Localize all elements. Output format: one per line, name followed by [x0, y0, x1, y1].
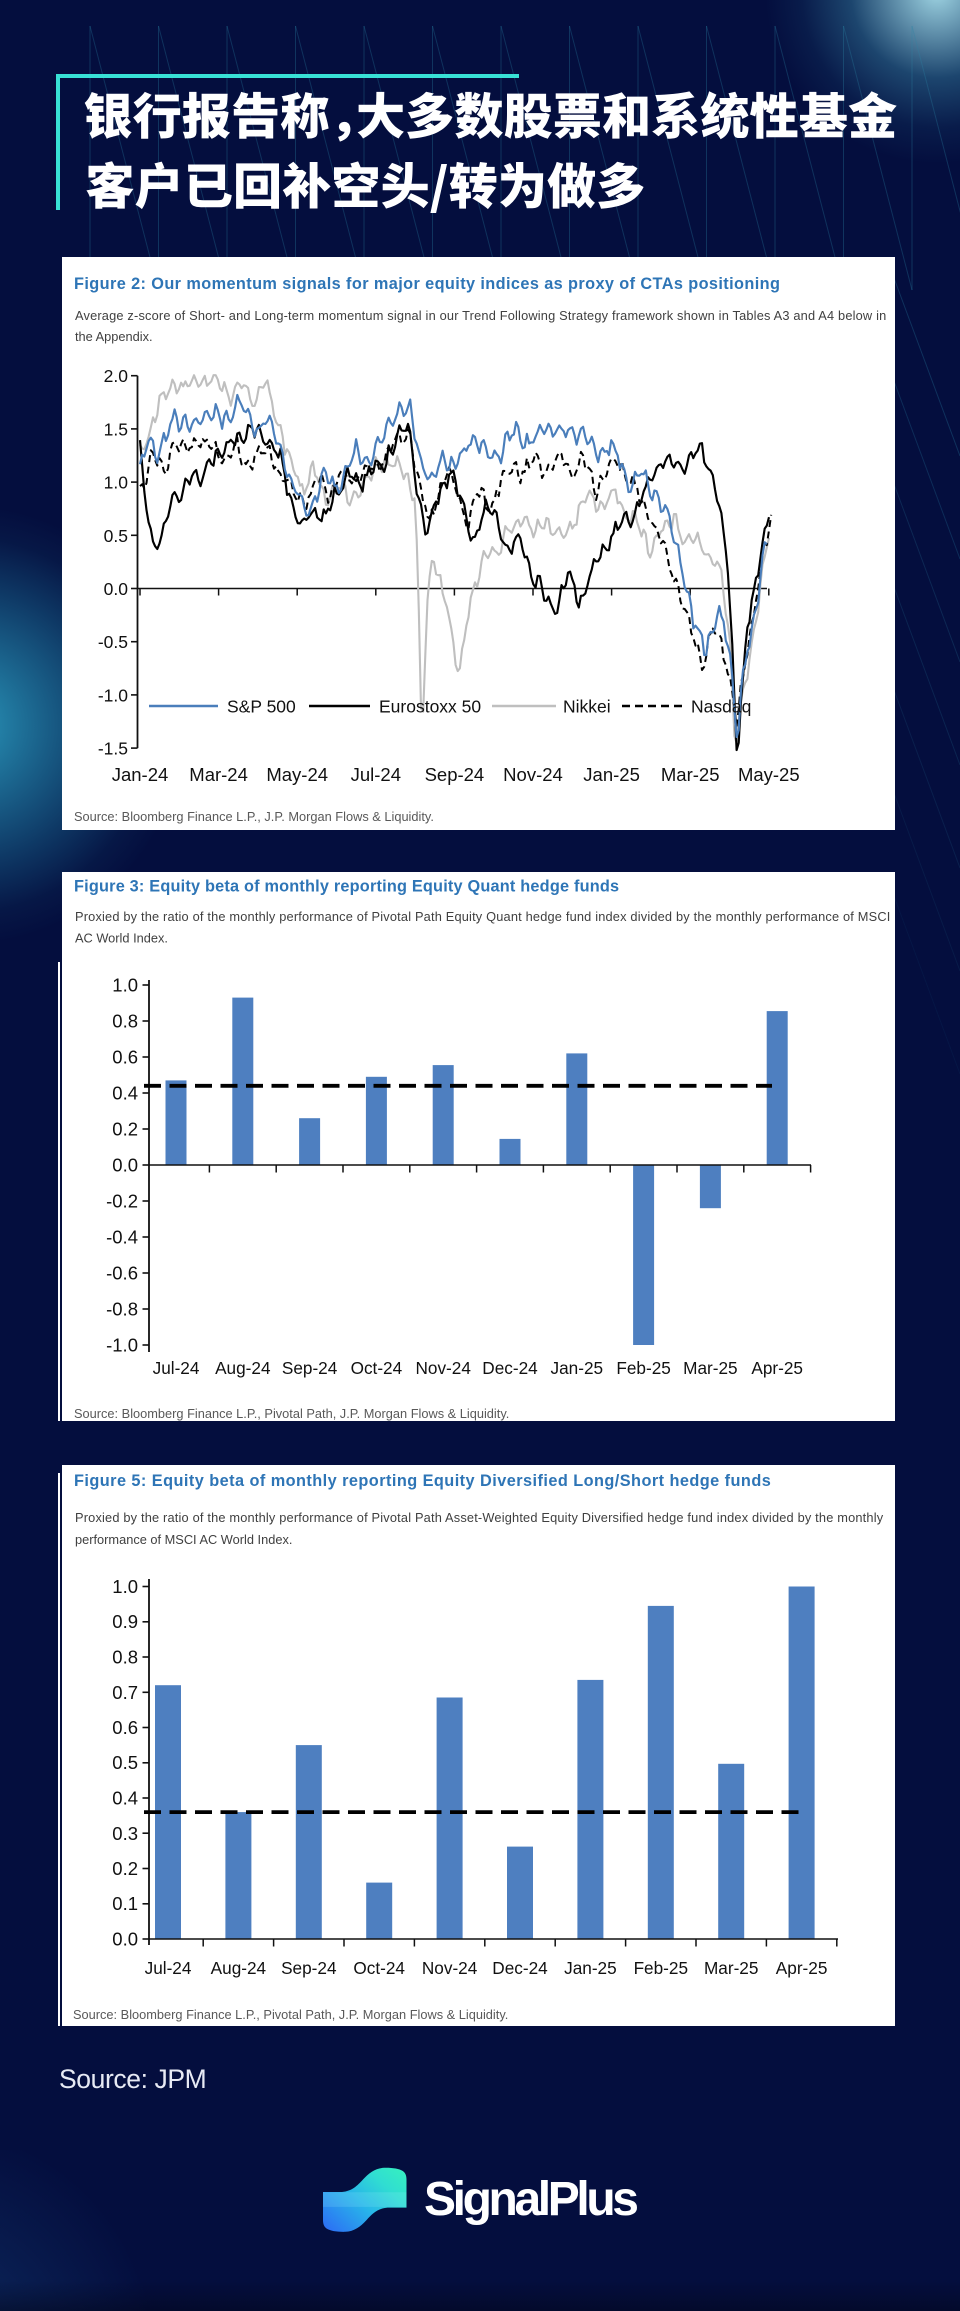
svg-text:0.8: 0.8 — [112, 1011, 138, 1032]
svg-text:Oct-24: Oct-24 — [353, 1958, 405, 1978]
svg-text:-1.0: -1.0 — [106, 1335, 138, 1356]
svg-text:2.0: 2.0 — [104, 366, 129, 386]
svg-text:1.0: 1.0 — [112, 1576, 138, 1597]
svg-text:Proxied by the ratio of the mo: Proxied by the ratio of the monthly perf… — [75, 909, 890, 924]
svg-text:Average z-score of Short- and: Average z-score of Short- and Long-term … — [75, 308, 886, 323]
svg-text:May-25: May-25 — [738, 764, 800, 785]
svg-text:0.0: 0.0 — [112, 1155, 138, 1176]
svg-text:Mar-25: Mar-25 — [683, 1358, 737, 1378]
svg-text:Sep-24: Sep-24 — [425, 764, 485, 785]
svg-text:Jan-24: Jan-24 — [112, 764, 169, 785]
svg-text:0.1: 0.1 — [112, 1893, 138, 1914]
svg-text:-0.8: -0.8 — [106, 1299, 138, 1320]
svg-text:0.2: 0.2 — [112, 1858, 138, 1879]
svg-text:1.0: 1.0 — [104, 473, 129, 493]
svg-text:Proxied by the ratio of the mo: Proxied by the ratio of the monthly perf… — [75, 1510, 884, 1525]
svg-text:Apr-25: Apr-25 — [751, 1358, 803, 1378]
svg-text:0.4: 0.4 — [112, 1788, 138, 1809]
svg-text:AC World Index.: AC World Index. — [75, 931, 168, 946]
svg-text:0.2: 0.2 — [112, 1119, 138, 1140]
svg-text:Oct-24: Oct-24 — [351, 1358, 403, 1378]
svg-text:0.8: 0.8 — [112, 1647, 138, 1668]
svg-text:Nov-24: Nov-24 — [503, 764, 563, 785]
svg-text:SignalPlus: SignalPlus — [424, 2173, 639, 2226]
svg-text:0.3: 0.3 — [112, 1823, 138, 1844]
svg-text:Source: Bloomberg Finance L.P.: Source: Bloomberg Finance L.P., Pivotal … — [73, 2007, 508, 2022]
svg-text:0.7: 0.7 — [112, 1682, 138, 1703]
svg-text:-0.4: -0.4 — [106, 1227, 138, 1248]
svg-text:Feb-25: Feb-25 — [634, 1958, 688, 1978]
svg-text:1.0: 1.0 — [112, 975, 138, 996]
svg-text:0.9: 0.9 — [112, 1611, 138, 1632]
svg-text:Source: Bloomberg Finance L.P.: Source: Bloomberg Finance L.P., J.P. Mor… — [74, 809, 434, 824]
svg-text:-0.6: -0.6 — [106, 1263, 138, 1284]
svg-text:0.6: 0.6 — [112, 1717, 138, 1738]
svg-text:Mar-25: Mar-25 — [661, 764, 720, 785]
svg-text:Jan-25: Jan-25 — [551, 1358, 604, 1378]
svg-text:0.5: 0.5 — [104, 526, 128, 546]
svg-text:Nov-24: Nov-24 — [422, 1958, 478, 1978]
svg-text:0.4: 0.4 — [112, 1083, 138, 1104]
svg-text:-1.0: -1.0 — [98, 685, 128, 705]
svg-text:May-24: May-24 — [266, 764, 328, 785]
svg-text:Jul-24: Jul-24 — [351, 764, 401, 785]
svg-text:the Appendix.: the Appendix. — [75, 329, 153, 344]
svg-text:-0.5: -0.5 — [98, 632, 128, 652]
svg-text:Sep-24: Sep-24 — [282, 1358, 338, 1378]
svg-text:0.5: 0.5 — [112, 1752, 138, 1773]
svg-text:1.5: 1.5 — [104, 419, 128, 439]
svg-text:S&P 500: S&P 500 — [227, 697, 296, 717]
svg-text:Figure 3: Equity beta of month: Figure 3: Equity beta of monthly reporti… — [74, 878, 619, 896]
svg-text:Jan-25: Jan-25 — [583, 764, 640, 785]
svg-text:Figure 5: Equity beta of month: Figure 5: Equity beta of monthly reporti… — [74, 1472, 771, 1490]
svg-text:0.0: 0.0 — [112, 1929, 138, 1950]
svg-text:performance of MSCI AC World I: performance of MSCI AC World Index. — [75, 1532, 292, 1547]
svg-text:Mar-24: Mar-24 — [189, 764, 248, 785]
svg-text:Nov-24: Nov-24 — [415, 1358, 471, 1378]
svg-text:Mar-25: Mar-25 — [704, 1958, 758, 1978]
svg-text:Nikkei: Nikkei — [563, 697, 611, 717]
svg-text:Figure 2: Our momentum signals: Figure 2: Our momentum signals for major… — [74, 275, 780, 293]
svg-text:Jan-25: Jan-25 — [564, 1958, 617, 1978]
svg-text:Nasdaq: Nasdaq — [691, 697, 751, 717]
svg-text:Aug-24: Aug-24 — [211, 1958, 267, 1978]
svg-text:Jul-24: Jul-24 — [153, 1358, 200, 1378]
svg-text:Feb-25: Feb-25 — [616, 1358, 670, 1378]
svg-text:Sep-24: Sep-24 — [281, 1958, 337, 1978]
svg-text:Aug-24: Aug-24 — [215, 1358, 271, 1378]
svg-text:-1.5: -1.5 — [98, 739, 128, 759]
svg-text:Source: Bloomberg Finance L.P.: Source: Bloomberg Finance L.P., Pivotal … — [74, 1406, 509, 1421]
svg-text:Dec-24: Dec-24 — [482, 1358, 538, 1378]
svg-text:Dec-24: Dec-24 — [492, 1958, 548, 1978]
svg-text:Jul-24: Jul-24 — [145, 1958, 192, 1978]
svg-text:0.0: 0.0 — [104, 579, 129, 599]
svg-text:Apr-25: Apr-25 — [776, 1958, 828, 1978]
svg-text:Eurostoxx 50: Eurostoxx 50 — [379, 697, 481, 717]
svg-text:0.6: 0.6 — [112, 1047, 138, 1068]
svg-text:-0.2: -0.2 — [106, 1191, 138, 1212]
